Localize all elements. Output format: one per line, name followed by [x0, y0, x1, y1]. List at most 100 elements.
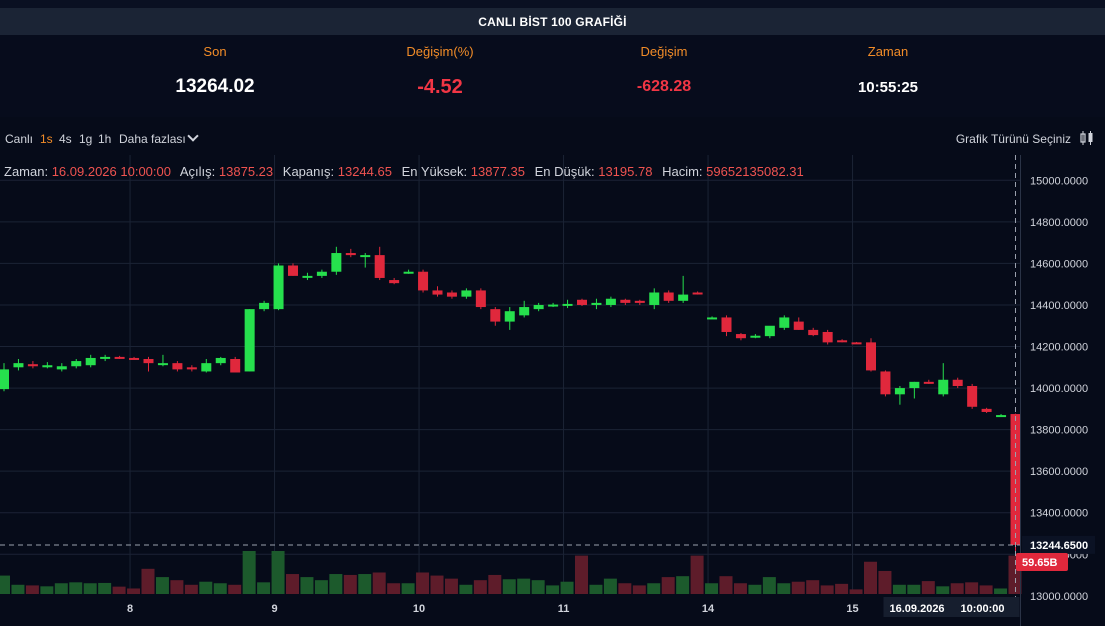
- crosshair-time-label: 10:00:00: [961, 603, 1005, 615]
- candle: [721, 315, 732, 337]
- candle-body: [967, 386, 978, 407]
- volume-bar: [878, 570, 892, 594]
- y-tick-label: 13000.0000: [1030, 591, 1088, 603]
- candle: [172, 361, 183, 372]
- volume-bar: [733, 583, 747, 594]
- candle-body: [591, 302, 602, 305]
- volume-bar: [54, 583, 68, 594]
- volume-bar: [661, 577, 675, 594]
- x-tick-label: 14: [702, 603, 715, 615]
- crosshair-datetime-bg: [883, 597, 1020, 617]
- interval-4s-button[interactable]: 4s: [59, 132, 72, 146]
- ohlc-legend: Zaman: 16.09.2026 10:00:00 Açılış: 13875…: [4, 164, 810, 179]
- interval-1s-button[interactable]: 1s: [40, 132, 53, 146]
- candle: [288, 263, 298, 276]
- candle-body: [548, 304, 559, 307]
- volume-bar: [748, 584, 762, 594]
- volume-bar: [690, 555, 704, 594]
- stat-last-value: 13264.02: [175, 76, 255, 97]
- candle-body: [793, 321, 804, 330]
- candle: [591, 298, 602, 310]
- top-strip: [0, 0, 1105, 8]
- candle-body: [923, 381, 934, 384]
- volume-bar: [372, 572, 386, 594]
- candle-body: [519, 307, 530, 316]
- interval-1g-button[interactable]: 1g: [79, 132, 93, 146]
- candle-body: [389, 280, 400, 284]
- volume-bar: [647, 583, 661, 594]
- volume-bar: [632, 585, 646, 594]
- candle: [13, 358, 24, 371]
- stat-change-percent-value: -4.52: [417, 76, 463, 98]
- candle-body: [418, 271, 429, 291]
- candle-body: [172, 363, 183, 370]
- volume-bar: [777, 583, 791, 594]
- volume-bar: [936, 586, 950, 594]
- volume-bar: [98, 582, 112, 594]
- candle: [157, 354, 168, 367]
- candlestick-chart[interactable]: 15000.0000 14800.0000 14600.0000 14400.0000…: [0, 155, 1105, 626]
- candlestick-icon[interactable]: [1079, 130, 1095, 146]
- live-button[interactable]: Canlı: [5, 132, 34, 146]
- volume-bar: [83, 583, 97, 594]
- crosshair-date-label: 16.09.2026: [890, 603, 945, 615]
- volume-bar: [257, 582, 271, 594]
- candle-body: [779, 317, 790, 328]
- volume-bar: [69, 582, 83, 594]
- candle: [866, 338, 876, 372]
- candle-body: [374, 255, 385, 278]
- volume-bar: [141, 568, 155, 594]
- candle-body: [230, 358, 241, 373]
- candle-body: [56, 366, 67, 370]
- candle: [201, 358, 212, 373]
- legend-open-key: Açılış:: [179, 164, 216, 179]
- candle-body: [562, 303, 573, 306]
- volume-bar: [560, 581, 574, 594]
- volume-bar: [864, 561, 877, 594]
- price-marker-label: 13244.6500: [1030, 540, 1088, 552]
- y-tick-label: 14800.0000: [1030, 217, 1088, 229]
- legend-close-key: Kapanış:: [282, 164, 335, 179]
- candle-body: [461, 290, 472, 297]
- candle: [678, 275, 689, 303]
- x-tick-label: 10: [413, 603, 425, 615]
- candle: [952, 377, 963, 389]
- candle: [475, 288, 486, 310]
- candle: [129, 356, 140, 360]
- candle: [302, 272, 313, 281]
- x-tick-label: 9: [271, 603, 277, 615]
- candle-body: [707, 317, 718, 320]
- candle: [374, 246, 385, 281]
- price-marker-bg: [1022, 535, 1095, 554]
- interval-1h-button[interactable]: 1h: [98, 132, 112, 146]
- volume-bar: [11, 584, 25, 594]
- volume-bar: [444, 578, 458, 594]
- more-intervals-button[interactable]: Daha fazlası: [119, 132, 186, 146]
- chevron-down-icon[interactable]: [187, 130, 199, 142]
- volume-bar: [184, 584, 198, 594]
- candle: [894, 386, 905, 405]
- stat-change-value: -628.28: [636, 78, 692, 95]
- volume-bar: [199, 581, 213, 594]
- candle: [779, 315, 790, 330]
- candle: [996, 414, 1007, 418]
- candle: [316, 269, 327, 278]
- candle: [735, 333, 746, 341]
- candle-body: [764, 325, 775, 337]
- candle: [490, 307, 501, 326]
- legend-time-value: 16.09.2026 10:00:00: [51, 164, 171, 179]
- chart-type-button[interactable]: Grafik Türünü Seçiniz: [955, 132, 1071, 146]
- candle-body: [605, 298, 616, 305]
- candle: [562, 299, 573, 309]
- volume-bar: [488, 574, 502, 594]
- candle: [85, 354, 96, 368]
- candle-body: [750, 335, 761, 338]
- volume-bar: [286, 574, 299, 594]
- stat-time: Zaman 10:55:25: [778, 35, 998, 96]
- candle-body: [244, 309, 255, 372]
- candle: [750, 334, 761, 339]
- legend-high-value: 13877.35: [470, 164, 525, 179]
- candle-body: [851, 342, 862, 345]
- volume-bar: [921, 581, 935, 594]
- candle: [981, 407, 992, 414]
